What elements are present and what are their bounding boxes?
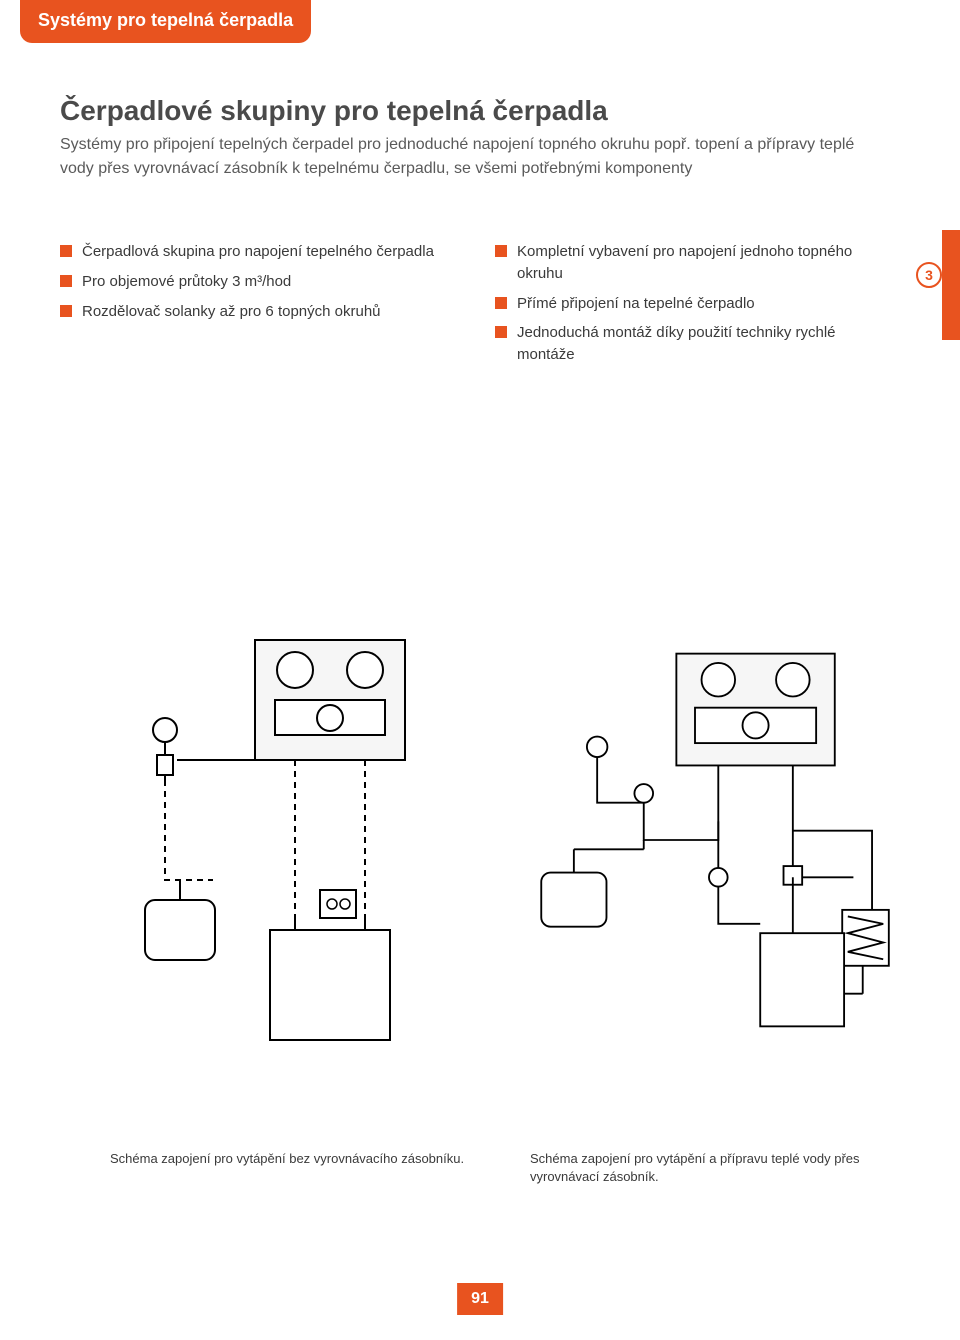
bullet-item: Rozdělovač solanky až pro 6 topných okru… [60,301,455,323]
schematic-left-icon [65,620,465,1050]
bullet-item: Kompletní vybavení pro napojení jednoho … [495,241,890,285]
bullet-item: Přímé připojení na tepelné čerpadlo [495,293,890,315]
bullet-text: Přímé připojení na tepelné čerpadlo [517,293,755,315]
bullet-icon [495,326,507,338]
page-number: 91 [471,1290,489,1307]
bullet-item: Pro objemové průtoky 3 m³/hod [60,271,455,293]
bullet-text: Kompletní vybavení pro napojení jednoho … [517,241,890,285]
section-tab: Systémy pro tepelná čerpadla [20,0,311,43]
section-tab-label: Systémy pro tepelná čerpadla [38,10,293,30]
intro-paragraph: Systémy pro připojení tepelných čerpadel… [60,133,880,181]
diagram-right [490,620,900,1050]
bullet-columns: Čerpadlová skupina pro napojení tepelnéh… [60,241,890,374]
schematic-right-icon [490,635,900,1036]
bullet-icon [60,275,72,287]
page-title: Čerpadlové skupiny pro tepelná čerpadla [60,95,890,127]
bullet-column-left: Čerpadlová skupina pro napojení tepelnéh… [60,241,455,374]
bullet-icon [60,305,72,317]
diagram-row [60,620,900,1050]
bullet-icon [495,245,507,257]
caption-row: Schéma zapojení pro vytápění bez vyrovná… [110,1150,890,1186]
diagram-left [60,620,470,1050]
content-area: Čerpadlové skupiny pro tepelná čerpadla … [60,95,890,374]
bullet-item: Čerpadlová skupina pro napojení tepelnéh… [60,241,455,263]
bullet-text: Jednoduchá montáž díky použití techniky … [517,322,890,366]
bullet-icon [495,297,507,309]
bullet-text: Pro objemové průtoky 3 m³/hod [82,271,291,293]
caption-right: Schéma zapojení pro vytápění a přípravu … [530,1150,890,1186]
bullet-item: Jednoduchá montáž díky použití techniky … [495,322,890,366]
side-accent-bar [942,230,960,340]
page-number-badge: 91 [457,1283,503,1315]
page-root: Systémy pro tepelná čerpadla 3 Čerpadlov… [0,0,960,1340]
bullet-column-right: Kompletní vybavení pro napojení jednoho … [495,241,890,374]
caption-left: Schéma zapojení pro vytápění bez vyrovná… [110,1150,470,1186]
chapter-number: 3 [925,267,933,283]
bullet-text: Rozdělovač solanky až pro 6 topných okru… [82,301,381,323]
chapter-badge: 3 [916,262,942,288]
bullet-icon [60,245,72,257]
bullet-text: Čerpadlová skupina pro napojení tepelnéh… [82,241,434,263]
